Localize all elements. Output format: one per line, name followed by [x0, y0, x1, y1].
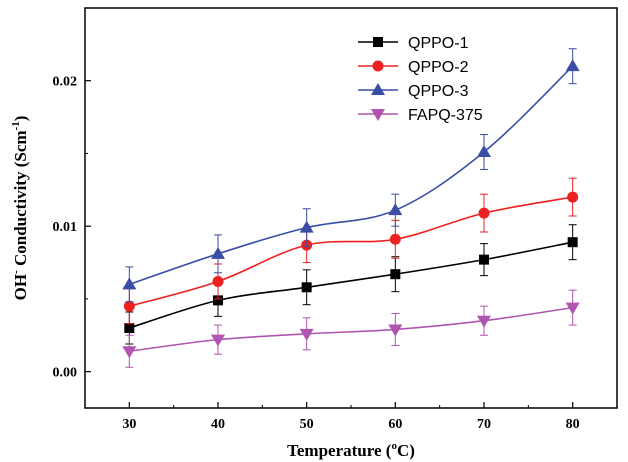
legend-marker [371, 109, 385, 121]
x-tick-label: 80 [566, 417, 580, 432]
x-tick-label: 50 [300, 417, 314, 432]
y-tick-label: 0.02 [53, 75, 78, 90]
data-point [212, 275, 224, 287]
legend-marker [373, 37, 383, 47]
data-point [388, 324, 403, 337]
legend-label: QPPO-3 [408, 83, 469, 100]
data-point [565, 302, 580, 315]
legend-item: FAPQ-375 [358, 107, 483, 124]
data-point [122, 346, 137, 359]
legend-item: QPPO-3 [358, 83, 469, 100]
data-point [213, 295, 223, 306]
series-fapq-375 [122, 289, 580, 368]
series-line [129, 241, 573, 329]
data-point [565, 59, 580, 72]
data-point [477, 145, 491, 157]
series-layer [122, 48, 580, 368]
legend-marker [371, 83, 385, 95]
y-tick-label: 0.00 [53, 366, 78, 381]
data-point [477, 315, 491, 328]
data-point [389, 233, 401, 245]
x-axis-title: Temperature (oC) [287, 440, 415, 460]
series-qppo-2 [123, 177, 579, 325]
legend-item: QPPO-2 [358, 59, 469, 76]
y-axis-title-sup1: - [10, 270, 22, 274]
legend-item: QPPO-1 [358, 35, 469, 52]
data-point [124, 323, 135, 333]
x-axis-title-main: Temperature ( [287, 441, 392, 460]
data-point [390, 269, 401, 280]
x-axis-title-sup: o [391, 440, 397, 452]
y-axis-title-main: OH [11, 274, 30, 300]
x-tick-label: 30 [122, 417, 136, 432]
series-qppo-1 [124, 224, 578, 345]
series-qppo-3 [122, 48, 580, 303]
series-line [129, 306, 573, 353]
series-line [129, 65, 574, 286]
data-point [211, 246, 225, 259]
data-point [301, 282, 312, 293]
legend: QPPO-1 QPPO-2 QPPO-3 FAPQ-375 [358, 35, 483, 124]
data-point [299, 328, 314, 341]
data-point [123, 300, 135, 312]
x-tick-label: 60 [388, 417, 402, 432]
data-point [478, 207, 490, 219]
plot-frame [84, 7, 618, 409]
y-axis-title-mid: Conductivity (Scm [11, 130, 30, 270]
data-point [388, 203, 403, 216]
legend-label: QPPO-1 [408, 35, 469, 52]
y-axis-title-sup2: -1 [10, 121, 22, 130]
data-point [211, 334, 225, 347]
y-axis-title-end: ) [11, 116, 30, 122]
ticks: 30 40 50 60 70 80 0.00 0.01 0.02 [53, 75, 580, 432]
data-point [567, 191, 579, 203]
data-point [567, 237, 578, 248]
data-point [299, 220, 314, 233]
series-line [129, 196, 573, 307]
x-tick-label: 40 [211, 417, 225, 432]
x-tick-label: 70 [477, 417, 491, 432]
y-tick-label: 0.01 [53, 220, 78, 235]
legend-marker [372, 60, 384, 72]
data-point [122, 277, 137, 290]
data-point [479, 254, 489, 265]
x-axis-title-end: C) [397, 441, 415, 460]
legend-label: FAPQ-375 [408, 107, 483, 124]
legend-label: QPPO-2 [408, 59, 469, 76]
y-axis-title: OH- Conductivity (Scm-1) [10, 116, 30, 301]
